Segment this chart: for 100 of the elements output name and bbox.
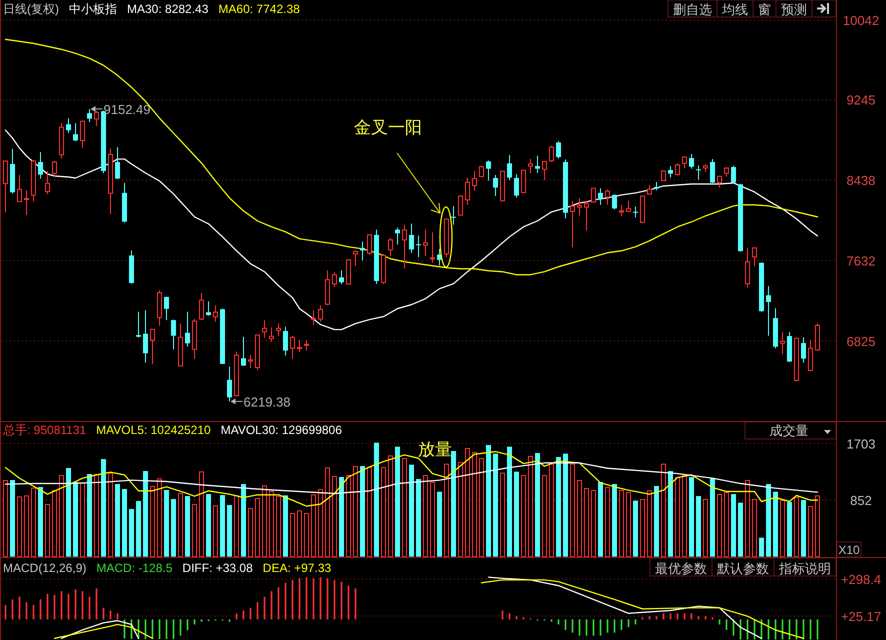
bar <box>290 512 296 558</box>
bar <box>206 494 212 557</box>
bar <box>548 464 554 558</box>
bar <box>268 490 274 558</box>
y-tick-label: 8438 <box>846 173 876 188</box>
bar <box>402 458 408 558</box>
bar <box>500 472 506 558</box>
candlestick <box>696 164 702 180</box>
bar <box>394 446 400 557</box>
bar <box>304 512 310 558</box>
text: MA60: 7742.38 <box>218 2 300 16</box>
bar <box>562 454 568 557</box>
bar <box>618 490 624 558</box>
annotation: 金叉一阳 <box>354 118 422 137</box>
bar <box>640 499 646 558</box>
candlestick <box>226 366 232 402</box>
candlestick <box>780 332 786 355</box>
bar <box>30 488 36 558</box>
candlestick <box>360 241 366 261</box>
candlestick <box>422 229 428 257</box>
bar <box>52 490 58 558</box>
annotation: 放量 <box>418 440 452 459</box>
bar <box>16 496 22 558</box>
annotation: 指标说明 <box>778 561 831 576</box>
bar <box>346 475 352 558</box>
candlestick <box>318 304 324 322</box>
bar <box>688 477 694 557</box>
bar <box>164 490 170 557</box>
bar <box>324 467 330 558</box>
bar <box>136 501 142 557</box>
candlestick <box>38 152 44 180</box>
candlestick <box>528 158 534 174</box>
y-tick-label: 7632 <box>846 254 876 269</box>
bar <box>506 446 512 557</box>
bar <box>738 502 744 557</box>
bar <box>122 488 128 557</box>
candlestick <box>800 336 806 364</box>
bar <box>416 479 422 557</box>
y-tick-label: +25.17 <box>840 609 882 624</box>
bar <box>360 466 366 557</box>
line-series <box>4 462 818 494</box>
bar <box>44 504 50 558</box>
bar <box>366 467 372 558</box>
y-tick-label: 852 <box>850 493 872 508</box>
candlestick <box>598 188 604 206</box>
candlestick <box>248 354 254 369</box>
bar <box>612 484 618 557</box>
bar <box>310 494 316 558</box>
bar <box>380 467 386 558</box>
bar <box>192 504 198 558</box>
candlestick <box>164 296 170 321</box>
bar <box>772 492 778 557</box>
candlestick <box>766 285 772 336</box>
bar <box>108 472 114 558</box>
bar <box>338 477 344 557</box>
chart-title: 中小板指 <box>69 2 117 16</box>
annotation: 删自选 <box>673 2 712 17</box>
bar <box>254 498 260 558</box>
bar <box>170 499 176 557</box>
candlestick <box>394 227 400 246</box>
bar <box>576 480 582 558</box>
bar <box>262 485 268 558</box>
bar <box>646 490 652 558</box>
candlestick <box>296 340 302 353</box>
bar <box>178 493 184 558</box>
bar <box>212 505 218 558</box>
text: 总手: 95081131 <box>2 423 86 437</box>
bar <box>248 508 254 558</box>
bar <box>86 474 92 557</box>
candlestick <box>710 158 716 184</box>
bar <box>632 500 638 557</box>
candlestick <box>72 122 78 142</box>
bar <box>388 455 394 558</box>
bar <box>758 538 764 557</box>
bar <box>780 500 786 558</box>
bar <box>198 471 204 558</box>
bar <box>730 494 736 557</box>
bar <box>668 471 674 557</box>
bar <box>240 484 246 557</box>
bar <box>514 472 520 557</box>
candlestick <box>338 270 344 285</box>
bar <box>786 502 792 557</box>
bar <box>128 509 134 557</box>
bar <box>794 497 800 558</box>
bar <box>94 474 100 558</box>
bar <box>296 510 302 558</box>
bar <box>702 499 708 558</box>
annotation: 最优参数 <box>655 561 707 576</box>
bar <box>24 495 30 558</box>
bar <box>682 475 688 558</box>
bar <box>234 495 240 558</box>
bar <box>752 499 758 558</box>
bar <box>332 476 338 558</box>
candlestick <box>576 198 582 216</box>
candlestick <box>86 108 92 122</box>
candlestick <box>114 146 120 180</box>
bar <box>542 475 548 558</box>
bar <box>724 492 730 558</box>
candlestick <box>24 190 30 216</box>
bar <box>766 484 772 557</box>
